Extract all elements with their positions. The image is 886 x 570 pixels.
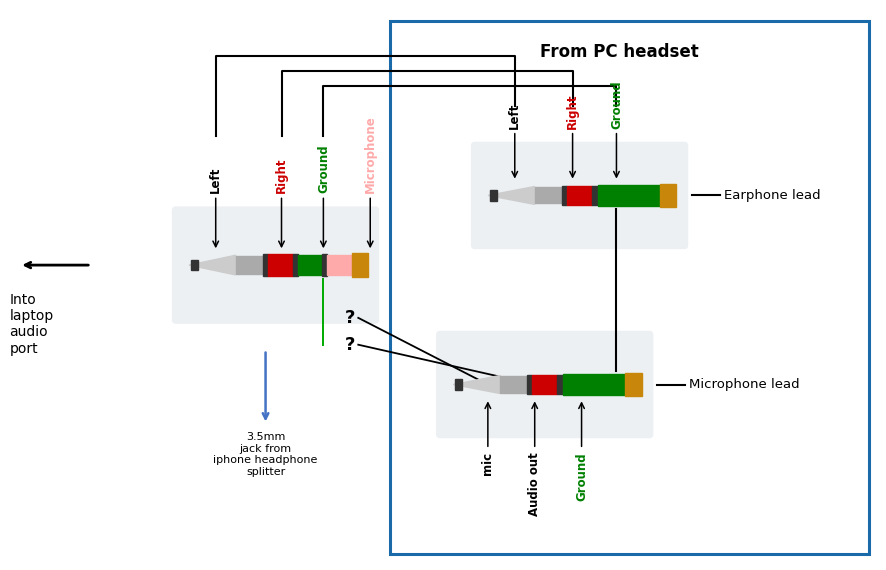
Bar (535, 188, 562, 203)
Bar (557, 374, 563, 394)
Bar (490, 190, 497, 201)
Text: Left: Left (209, 167, 222, 193)
Bar (390, 21, 868, 553)
Bar (299, 255, 322, 275)
Text: Left: Left (509, 103, 521, 129)
Text: Microphone lead: Microphone lead (689, 378, 800, 391)
Bar (322, 254, 327, 276)
Text: Microphone: Microphone (364, 116, 377, 193)
Bar (626, 373, 641, 396)
Bar (293, 254, 299, 276)
Text: ?: ? (346, 309, 355, 327)
Polygon shape (488, 186, 535, 205)
Text: Right: Right (275, 158, 288, 193)
Bar (500, 376, 527, 393)
Bar (597, 185, 660, 206)
Polygon shape (453, 376, 500, 393)
Bar (268, 254, 293, 276)
FancyBboxPatch shape (436, 331, 653, 438)
Text: From PC headset: From PC headset (540, 43, 699, 61)
Text: mic: mic (481, 452, 494, 475)
Bar (353, 254, 369, 277)
Text: ?: ? (346, 336, 355, 354)
Bar (455, 379, 462, 390)
Text: Earphone lead: Earphone lead (724, 189, 820, 202)
Text: Right: Right (566, 93, 579, 129)
Bar (236, 256, 262, 274)
Bar (527, 374, 532, 394)
FancyBboxPatch shape (172, 206, 379, 324)
Text: Ground: Ground (610, 80, 623, 129)
Text: 3.5mm
jack from
iphone headphone
splitter: 3.5mm jack from iphone headphone splitte… (214, 432, 318, 477)
Bar (562, 186, 567, 205)
Bar (532, 374, 557, 394)
Bar (567, 186, 592, 205)
Text: Audio out: Audio out (528, 452, 541, 516)
Polygon shape (189, 255, 236, 275)
Bar (660, 184, 677, 207)
Bar (327, 255, 353, 275)
Bar (262, 254, 268, 276)
Bar (592, 186, 597, 205)
Bar (191, 260, 198, 271)
FancyBboxPatch shape (471, 142, 688, 249)
Text: Ground: Ground (575, 452, 588, 501)
Text: Ground: Ground (317, 145, 330, 193)
Bar (563, 374, 626, 395)
Text: Into
laptop
audio
port: Into laptop audio port (10, 293, 54, 356)
